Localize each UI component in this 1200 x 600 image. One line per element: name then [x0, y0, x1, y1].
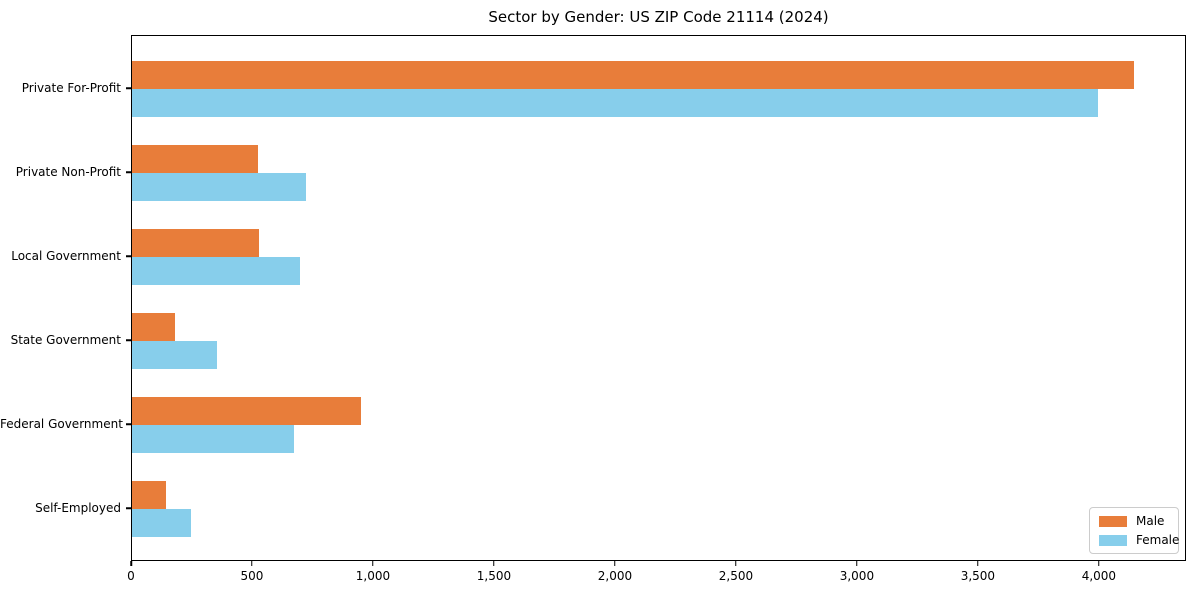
x-tick-mark [856, 561, 858, 566]
y-axis-category-label: State Government [10, 333, 121, 347]
x-tick-label: 500 [240, 569, 264, 583]
x-tick-mark [977, 561, 979, 566]
legend-label-female: Female [1136, 533, 1180, 547]
x-tick-label: 2,500 [718, 569, 754, 583]
y-axis-category-label: Federal Government [0, 417, 123, 431]
y-tick-mark [126, 423, 131, 425]
bar-male [132, 313, 176, 341]
x-tick-mark [251, 561, 253, 566]
x-tick-label: 1,500 [476, 569, 512, 583]
legend: Male Female [1089, 507, 1179, 554]
bar-male [132, 229, 259, 257]
bar-female [132, 89, 1099, 117]
x-tick-mark [1098, 561, 1100, 566]
x-tick-label: 0 [127, 569, 135, 583]
bar-male [132, 481, 166, 509]
bar-female [132, 425, 294, 453]
bar-female [132, 341, 217, 369]
bar-female [132, 257, 300, 285]
x-tick-mark [614, 561, 616, 566]
x-tick-label: 3,000 [839, 569, 875, 583]
y-axis-category-label: Local Government [11, 249, 121, 263]
y-axis-category-label: Private Non-Profit [15, 165, 121, 179]
bar-female [132, 509, 192, 537]
bar-female [132, 173, 306, 201]
legend-swatch-male [1099, 515, 1127, 527]
x-tick-label: 4,000 [1081, 569, 1117, 583]
x-tick-mark [130, 561, 132, 566]
legend-swatch-female [1099, 534, 1127, 546]
x-tick-label: 1,000 [355, 569, 391, 583]
y-axis-label-layer: Private For-Profit Private Non-Profit Loca… [0, 35, 123, 561]
y-tick-mark [126, 171, 131, 173]
y-tick-mark [126, 87, 131, 89]
legend-row-female: Female [1099, 534, 1179, 546]
x-tick-label: 2,000 [597, 569, 633, 583]
bar-male [132, 145, 258, 173]
plot-area: Male Female [131, 35, 1186, 561]
bar-male [132, 397, 362, 425]
x-tick-mark [493, 561, 495, 566]
y-tick-mark [126, 255, 131, 257]
y-tick-mark [126, 507, 131, 509]
chart-title: Sector by Gender: US ZIP Code 21114 (202… [488, 8, 829, 26]
legend-label-male: Male [1136, 514, 1165, 528]
x-tick-mark [735, 561, 737, 566]
y-axis-category-label: Self-Employed [35, 501, 121, 515]
x-tick-mark [372, 561, 374, 566]
x-tick-label: 3,500 [960, 569, 996, 583]
legend-row-male: Male [1099, 515, 1169, 527]
y-axis-category-label: Private For-Profit [21, 81, 121, 95]
y-tick-mark [126, 339, 131, 341]
bar-male [132, 61, 1135, 89]
